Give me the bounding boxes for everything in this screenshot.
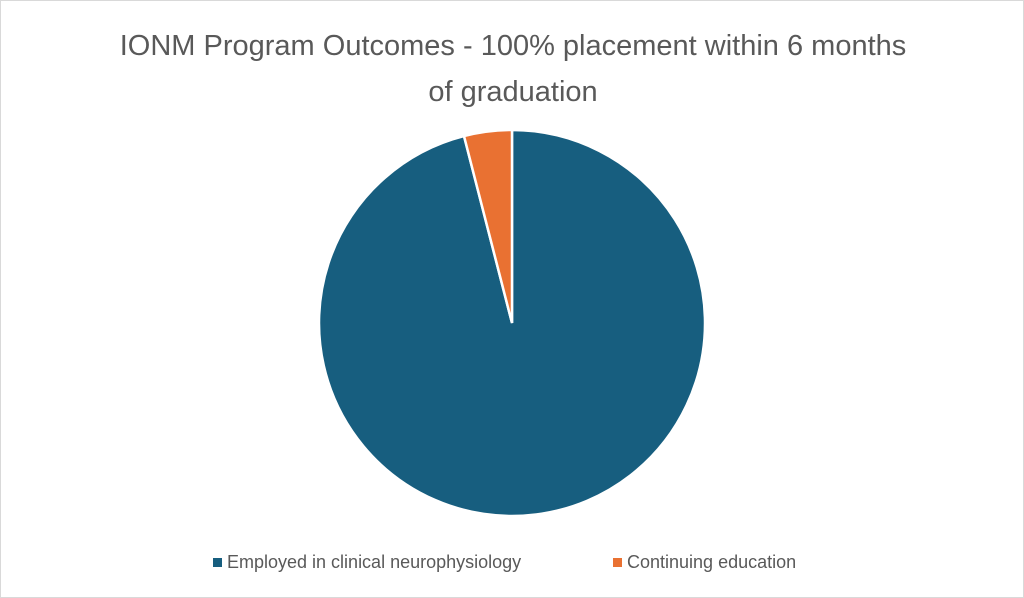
legend-label: Continuing education	[627, 552, 796, 572]
legend-label: Employed in clinical neurophysiology	[227, 552, 521, 572]
chart-title: IONM Program Outcomes - 100% placement w…	[119, 30, 907, 108]
pie-slice	[462, 128, 514, 324]
legend-swatch	[613, 558, 622, 567]
legend-swatch	[213, 558, 222, 567]
